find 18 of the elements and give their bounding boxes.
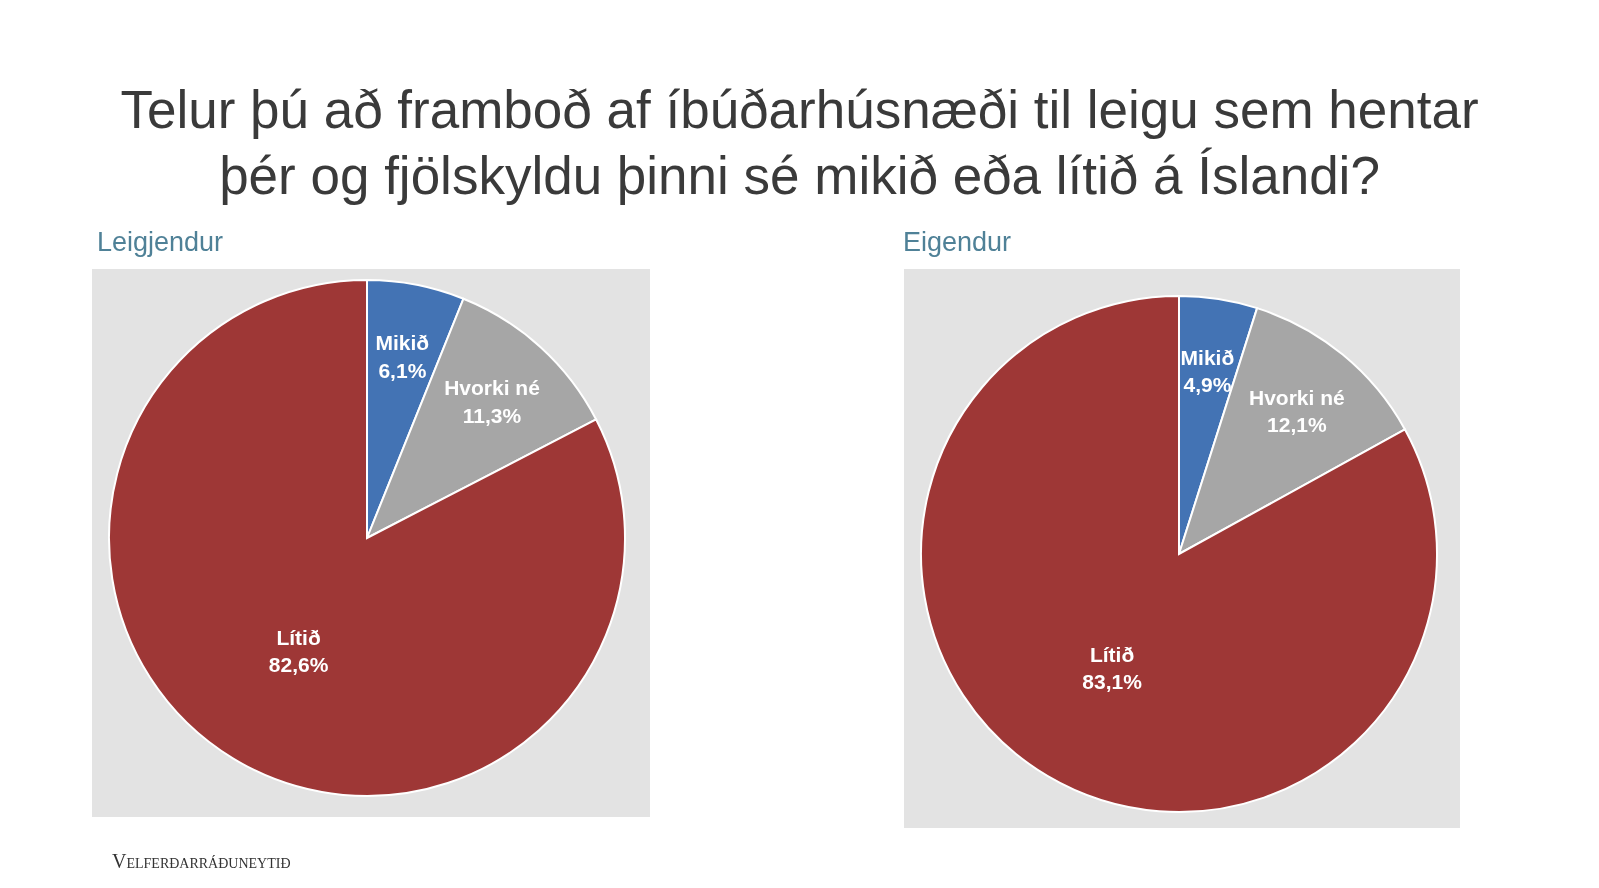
- slice-label: Lítið: [1089, 643, 1135, 667]
- slice-label: Mikið: [1180, 346, 1235, 370]
- text: Telur þú að framboð af íbúðarhúsnæði til leigu sem hentar þér og fjölskyldu þinni sé mikið eða lítið á Íslandi?: [119, 79, 1480, 207]
- data-label: 82,6%: [268, 653, 329, 677]
- data-label: 11,3%: [462, 403, 522, 427]
- slice-label: Hvorki né: [444, 376, 540, 400]
- chart-subtitle: Eigendur: [903, 226, 1012, 259]
- slice-label: Mikið: [375, 331, 430, 355]
- pie-slice: [920, 295, 1438, 813]
- text: Velferðarráðuneytið: [112, 849, 291, 874]
- data-label: 6,1%: [378, 358, 427, 382]
- chart-subtitle: Leigjendur: [97, 226, 224, 259]
- slice-label: Lítið: [276, 626, 321, 650]
- pie-slice: [108, 279, 626, 797]
- slice-label: Hvorki né: [1249, 386, 1345, 410]
- data-label: 12,1%: [1267, 413, 1327, 437]
- data-label: 4,9%: [1183, 373, 1232, 397]
- data-label: 83,1%: [1082, 670, 1143, 694]
